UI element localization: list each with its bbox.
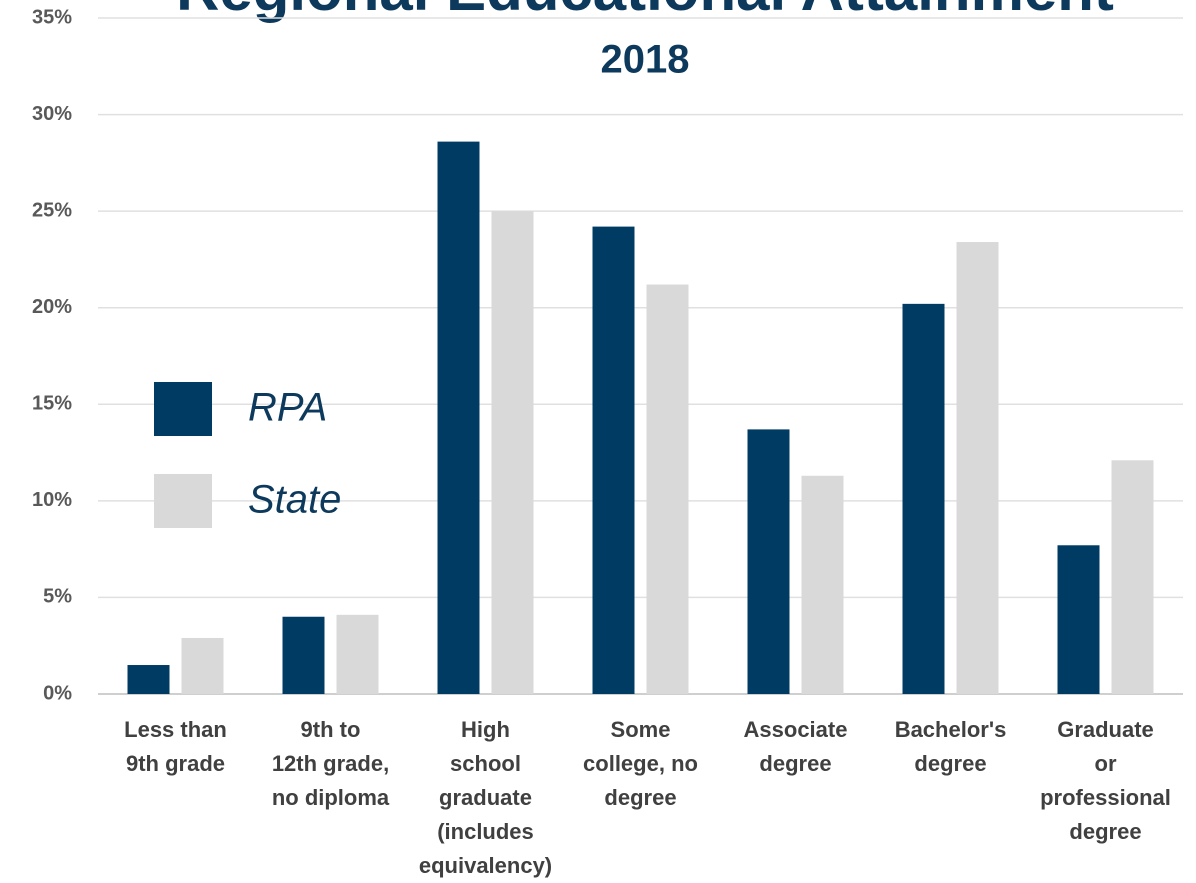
chart-title: Regional Educational Attainment [176, 0, 1114, 23]
x-tick-label: Less than 9th grade [124, 717, 227, 776]
chart-subtitle: 2018 [601, 38, 690, 82]
bar [956, 242, 999, 694]
y-tick-label: 25% [32, 199, 72, 221]
bar [592, 226, 635, 694]
legend-swatch [154, 382, 212, 436]
x-tick-label: Some college, no degree [583, 717, 698, 810]
legend-label: RPA [248, 386, 327, 430]
y-tick-label: 10% [32, 489, 72, 511]
bar [437, 141, 480, 694]
x-tick-label: Graduate or professional degree [1040, 717, 1171, 844]
bar [646, 284, 689, 694]
bar [491, 211, 534, 694]
y-tick-label: 20% [32, 296, 72, 318]
bar [1111, 460, 1154, 694]
bar [747, 429, 790, 694]
y-tick-label: 15% [32, 393, 72, 415]
legend-swatch [154, 474, 212, 528]
y-tick-label: 0% [43, 682, 72, 704]
x-tick-label: High school graduate (includes equivalen… [418, 717, 553, 878]
y-tick-label: 35% [32, 6, 72, 28]
x-tick-label: 9th to 12th grade, no diploma [271, 717, 390, 810]
bar [181, 637, 224, 694]
bar [127, 665, 170, 694]
bar [1057, 545, 1100, 694]
x-tick-label: Associate degree [743, 717, 848, 776]
bar [801, 475, 844, 694]
y-tick-label: 5% [43, 586, 72, 608]
bar [902, 303, 945, 694]
bar [336, 614, 379, 694]
y-tick-label: 30% [32, 103, 72, 125]
legend-label: State [248, 478, 341, 522]
x-tick-label: Bachelor's degree [894, 717, 1007, 776]
bar [282, 616, 325, 694]
